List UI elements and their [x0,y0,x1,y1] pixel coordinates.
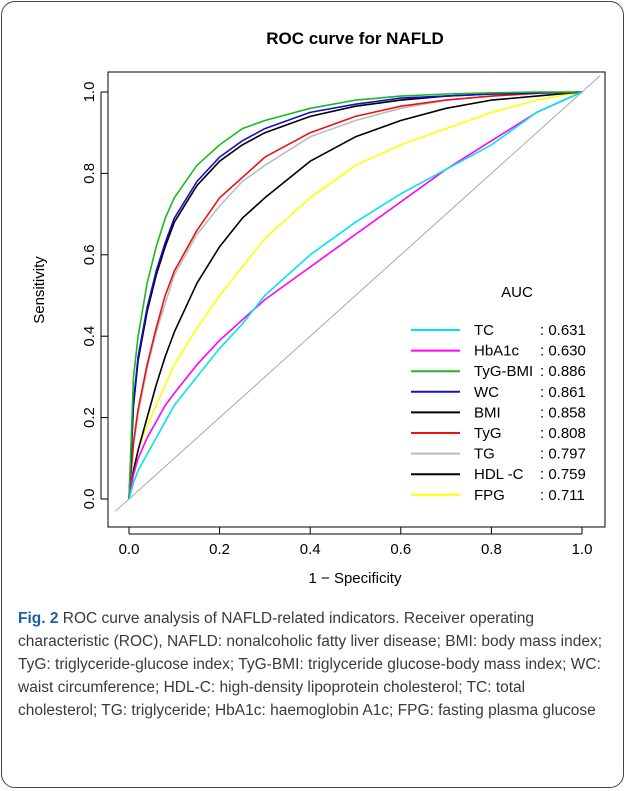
figure-label: Fig. 2 [18,610,59,627]
series-line-tyg-bmi [128,91,582,500]
legend-auc-value: : 0.861 [540,384,586,401]
legend-label: BMI [474,404,501,421]
series-line-fpg [128,91,583,500]
y-axis-label: Sensitivity [31,256,48,324]
x-axis-label: 1 − Specificity [309,570,402,587]
reference-diagonal [115,75,601,512]
roc-chart: ROC curve for NAFLD 0.0 0.2 0.4 0.6 0.8 1.0 0.… [31,29,606,587]
figure-caption: Fig. 2 ROC curve analysis of NAFLD-relat… [18,607,608,722]
x-tick-label: 0.8 [481,541,502,558]
series-line-wc [128,91,583,500]
legend-auc-value: : 0.808 [540,425,586,442]
y-tick-label: 0.0 [81,489,98,510]
legend-auc-value: : 0.858 [540,404,586,421]
y-tick-label: 0.8 [81,163,98,184]
y-tick-label: 0.4 [81,326,98,347]
y-tick-label: 0.6 [81,244,98,265]
x-tick-label: 0.4 [300,541,321,558]
chart-title: ROC curve for NAFLD [266,29,444,48]
legend-auc-value: : 0.759 [540,466,586,483]
legend-label: TyG-BMI [474,363,533,380]
x-tick-label: 0.2 [209,541,230,558]
legend-auc-value: : 0.630 [540,343,586,360]
x-tick-label: 1.0 [572,541,593,558]
x-tick-label: 0.6 [390,541,411,558]
y-tick-label: 1.0 [81,82,98,103]
legend-auc-value: : 0.797 [540,446,586,463]
legend-label: TyG [474,425,502,442]
legend-label: TG [474,446,495,463]
plot-area-box [107,71,606,528]
legend-auc-value: : 0.631 [540,322,586,339]
y-tick-label: 0.2 [81,407,98,428]
legend-label: HDL -C [474,466,524,483]
caption-text: ROC curve analysis of NAFLD-related indi… [18,610,603,719]
legend-title: AUC [501,284,533,301]
legend-label: WC [474,384,499,401]
legend-auc-value: : 0.886 [540,363,586,380]
legend-label: HbA1c [474,343,520,360]
legend-auc-value: : 0.711 [540,487,585,504]
x-tick-label: 0.0 [119,541,140,558]
series-line-tc [128,91,583,500]
legend-label: FPG [474,487,505,504]
legend-label: TC [474,322,494,339]
series-line-hdl-c [128,91,583,500]
series-line-tyg [128,91,583,500]
